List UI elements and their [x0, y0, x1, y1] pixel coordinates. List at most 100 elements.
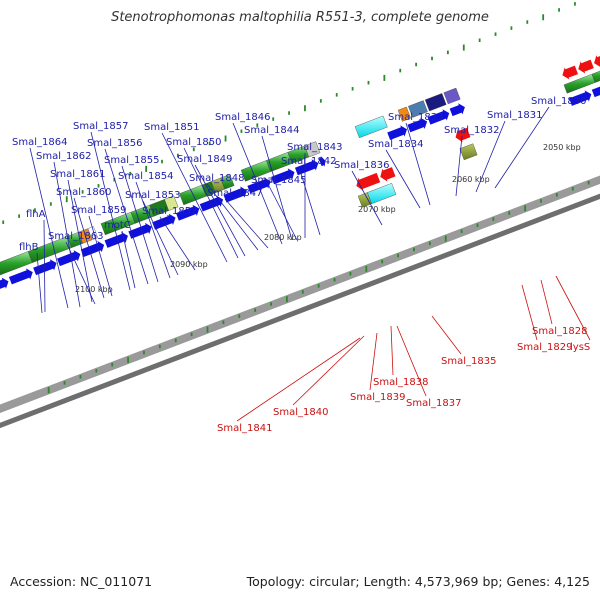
tick-mark-upper [446, 50, 449, 55]
tick-mark-lower [286, 296, 288, 303]
tick-mark-upper [18, 214, 20, 218]
gene-label-top: Smal_1832 [444, 125, 499, 136]
gene-features [0, 55, 600, 289]
gene-label-top: Smal_1857 [73, 121, 128, 132]
leader-line [236, 337, 361, 422]
gene-label-bottom: Smal_1828 [532, 326, 587, 337]
gene-label-top: Smal_1847 [207, 188, 262, 199]
leader-line [206, 183, 259, 251]
leader-line [351, 170, 383, 226]
gene-label-bottom: Smal_1839 [350, 392, 405, 403]
gene-label-top: Smal_1831 [487, 110, 542, 121]
tick-mark-upper [399, 68, 402, 73]
tick-mark-upper [177, 153, 179, 158]
forward-gene-arrow [8, 268, 33, 285]
tick-mark-lower [95, 369, 98, 373]
tick-mark-lower [63, 381, 66, 385]
reverse-gene-arrow [562, 65, 579, 80]
gene-function-box [443, 87, 461, 105]
leader-line [521, 284, 538, 341]
gene-label-top: motC [104, 220, 131, 231]
leader-line [232, 122, 283, 245]
leader-line [29, 147, 69, 309]
leader-line [43, 219, 46, 313]
gene-label-top: Smal_1863 [48, 231, 103, 242]
gene-label-top: Smal_1861 [50, 169, 105, 180]
leader-line [369, 332, 378, 391]
forward-gene-arrow [175, 204, 200, 221]
tick-mark-lower [381, 259, 384, 264]
leader-line [385, 149, 421, 209]
tick-mark-upper [462, 44, 465, 51]
leader-line [90, 131, 131, 291]
tick-mark-upper [415, 62, 418, 67]
leader-line [455, 135, 463, 197]
gene-label-top: Smal_1859 [71, 205, 126, 216]
gene-label-top: Smal_1846 [215, 112, 270, 123]
tick-mark-upper [478, 38, 481, 43]
gene-label-top: Smal_1864 [12, 137, 67, 148]
gene-label-top: Smal_1855 [104, 155, 159, 166]
forward-gene-arrow [427, 109, 450, 125]
tick-mark-upper [161, 159, 163, 164]
leader-line [298, 166, 321, 236]
scale-ticks: 2050 kbp 2060 kbp 2070 kbp 2080 kbp 2090 kbp… [2, 2, 590, 394]
gene-label-top: Smal_1830 [531, 96, 586, 107]
tick-mark-lower [301, 290, 304, 294]
reverse-gene-arrow [578, 59, 594, 74]
gene-function-box [459, 143, 478, 161]
label-leaders [29, 106, 591, 422]
tick-mark-upper [431, 56, 433, 61]
gene-label-bottom: lysS [570, 342, 590, 353]
kbp-label: 2060 kbp [452, 175, 490, 184]
forward-gene-arrow [0, 277, 9, 289]
leader-line [183, 147, 239, 259]
leader-line [121, 165, 159, 283]
gene-function-box [354, 115, 388, 139]
gene-function-box [220, 174, 235, 190]
forward-gene-arrow [271, 168, 295, 185]
kbp-label: 2100 kbp [75, 285, 113, 294]
tick-mark-lower [254, 308, 257, 312]
forward-gene-arrow [569, 90, 592, 106]
reverse-gene-arrow [356, 172, 381, 191]
gene-function-box [164, 195, 179, 211]
leader-line [121, 230, 136, 289]
tick-mark-lower [190, 332, 193, 337]
tick-mark-upper [510, 26, 513, 30]
gene-label-top: Smal_1862 [36, 151, 91, 162]
kbp-label: 2050 kbp [543, 143, 581, 152]
tick-mark-lower [587, 181, 590, 185]
tick-mark-lower [492, 217, 495, 221]
gene-label-top: Smal_1856 [87, 138, 142, 149]
tick-mark-lower [349, 271, 352, 276]
tick-mark-upper [224, 135, 227, 142]
tick-mark-upper [367, 80, 370, 85]
leader-line [268, 185, 298, 241]
gene-label-top: Smal_1854 [118, 171, 173, 182]
kbp-label: 2070 kbp [358, 205, 396, 214]
gene-label-top: Smal_1842 [281, 156, 336, 167]
leader-line [224, 198, 269, 249]
tick-mark-upper [288, 111, 290, 115]
gene-label-top: Smal_1860 [56, 187, 111, 198]
leader-line [104, 148, 149, 285]
leader-line [555, 275, 591, 341]
gene-function-box [367, 182, 397, 204]
forward-gene-arrow [407, 117, 428, 133]
gene-label-top: Smal_1848 [189, 173, 244, 184]
leader-line [73, 197, 105, 299]
tick-mark-lower [317, 284, 320, 288]
tick-mark-upper [145, 165, 148, 172]
gene-label-top: Smal_1844 [244, 125, 299, 136]
tick-mark-lower [206, 326, 209, 333]
tick-mark-lower [460, 229, 463, 234]
tick-mark-upper [272, 117, 275, 121]
tick-mark-upper [81, 190, 84, 194]
tick-mark-lower [397, 253, 399, 258]
forward-gene-arrow [318, 155, 326, 168]
gene-label-bottom: Smal_1840 [273, 407, 328, 418]
tick-mark-lower [127, 356, 129, 363]
forward-gene-arrow [80, 241, 105, 257]
